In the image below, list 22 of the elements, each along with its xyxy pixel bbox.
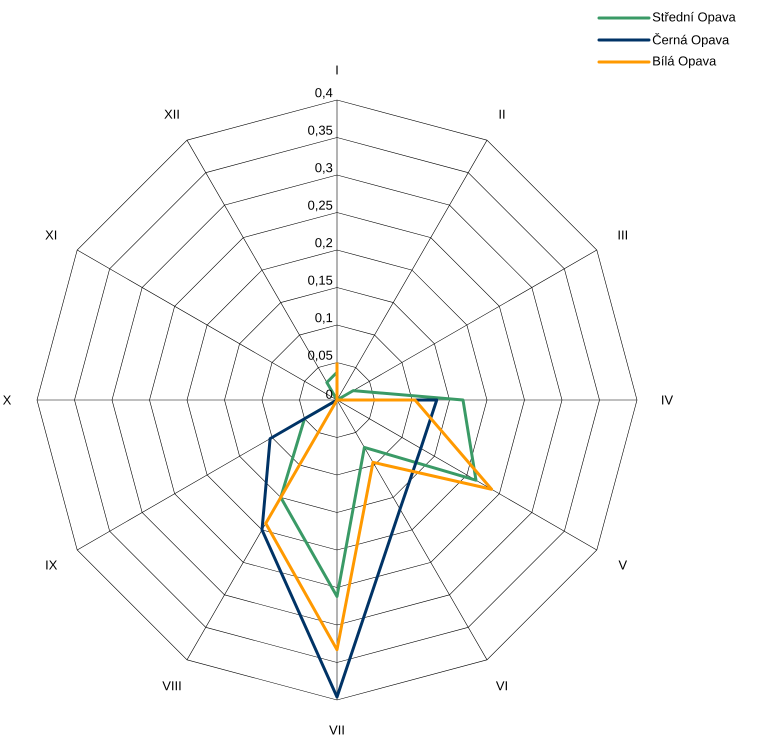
y-tick-label: 0,3 <box>315 163 332 174</box>
spoke-label: VII <box>329 726 344 734</box>
y-tick-label: 0,1 <box>315 313 332 324</box>
y-tick-label: 0,2 <box>315 238 332 249</box>
y-tick-label: 0,4 <box>315 88 332 99</box>
y-tick-label: 0,25 <box>308 200 332 212</box>
spoke-label: X <box>2 396 12 404</box>
spoke-label: III <box>618 230 627 240</box>
legend-label: Střední Opava <box>652 12 736 24</box>
y-tick-label: 0,15 <box>308 276 332 286</box>
spoke-label: XI <box>45 230 56 240</box>
legend-label: Bílá Opava <box>653 56 716 68</box>
spoke-label: VI <box>496 681 507 690</box>
legend-label: Černá Opava <box>652 32 730 47</box>
spoke-label: I <box>336 66 338 74</box>
spoke-label: VIII <box>162 681 181 690</box>
spoke-label: II <box>500 110 504 119</box>
spoke-label: IX <box>46 560 58 570</box>
spoke-label: IV <box>662 396 674 404</box>
spoke-label: XII <box>164 110 179 119</box>
y-tick-label: 0,35 <box>308 126 332 136</box>
spoke-label: V <box>618 560 628 570</box>
